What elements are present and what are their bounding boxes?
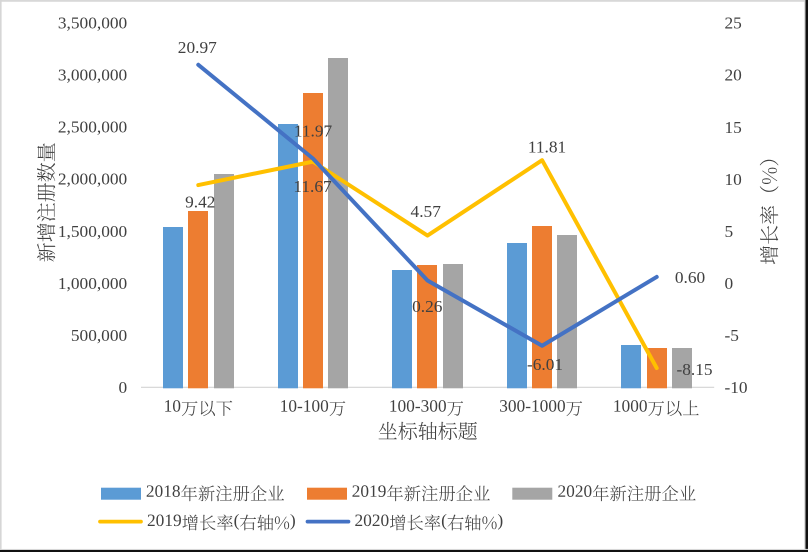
svg-text:500,000: 500,000	[71, 326, 127, 345]
svg-text:15: 15	[725, 118, 742, 137]
svg-text:20.97: 20.97	[178, 38, 217, 57]
svg-text:11.97: 11.97	[294, 121, 333, 140]
svg-text:0.60: 0.60	[675, 268, 705, 287]
svg-text:1,500,000: 1,500,000	[58, 222, 127, 241]
svg-text:5: 5	[725, 222, 734, 241]
svg-text:3,500,000: 3,500,000	[58, 14, 127, 33]
svg-text:0: 0	[725, 274, 734, 293]
svg-text:11.67: 11.67	[293, 177, 332, 196]
svg-text:-10: -10	[725, 378, 748, 397]
svg-text:0.26: 0.26	[412, 297, 443, 316]
svg-text:11.81: 11.81	[528, 137, 566, 156]
svg-text:4.57: 4.57	[411, 202, 442, 221]
svg-text:1,000,000: 1,000,000	[58, 274, 127, 293]
svg-text:-6.01: -6.01	[527, 355, 563, 374]
svg-text:-5: -5	[725, 326, 739, 345]
svg-text:2,500,000: 2,500,000	[58, 118, 127, 137]
svg-text:10: 10	[725, 170, 742, 189]
svg-text:-8.15: -8.15	[676, 360, 712, 379]
svg-text:2,000,000: 2,000,000	[58, 170, 127, 189]
svg-text:9.42: 9.42	[185, 193, 215, 212]
svg-text:25: 25	[725, 14, 742, 33]
svg-text:20: 20	[725, 66, 742, 85]
svg-text:3,000,000: 3,000,000	[58, 66, 127, 85]
svg-text:0: 0	[119, 378, 128, 397]
